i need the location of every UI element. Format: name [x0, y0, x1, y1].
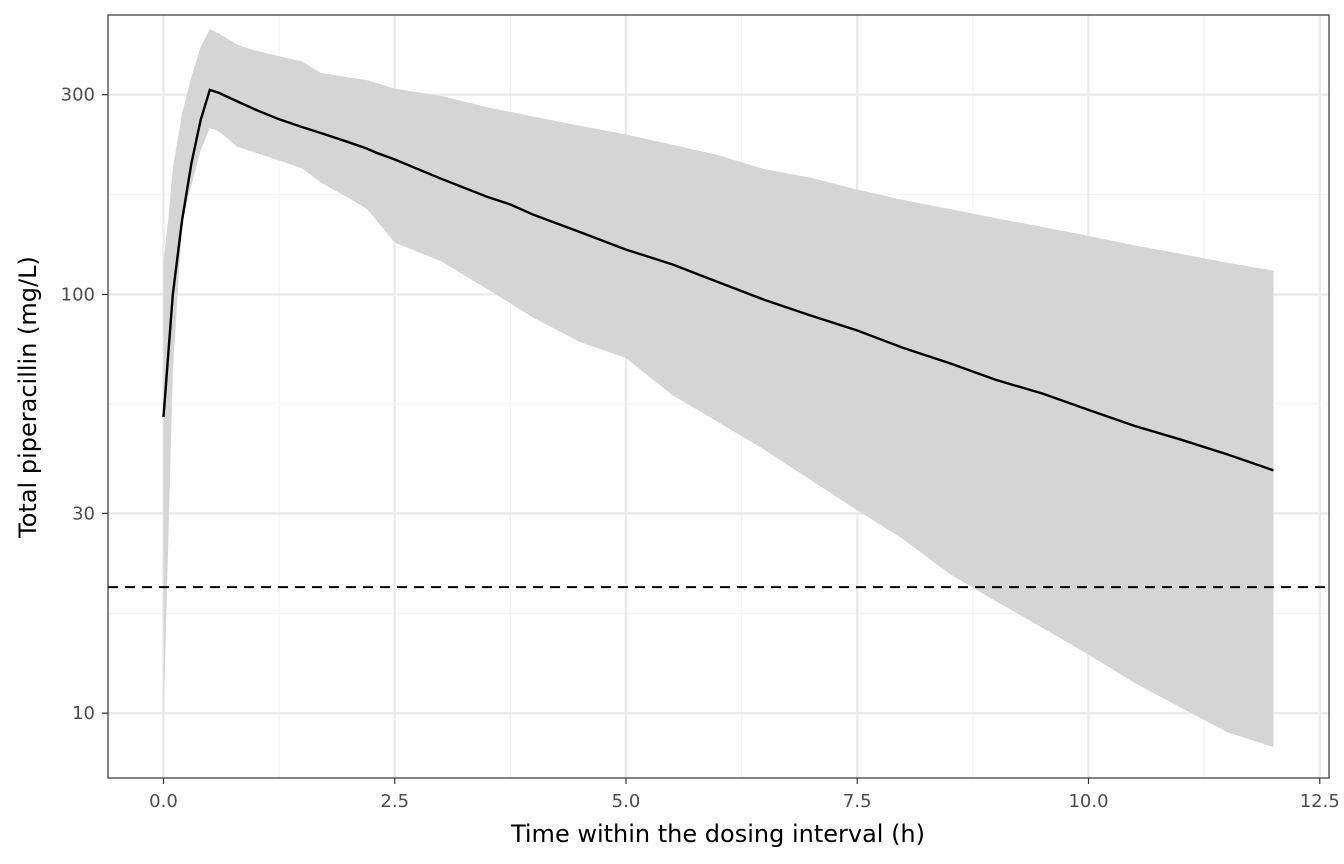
x-tick-label: 5.0 — [612, 791, 641, 812]
y-tick-label: 10 — [72, 703, 95, 724]
x-tick-label: 10.0 — [1068, 791, 1108, 812]
y-tick-label: 100 — [61, 284, 95, 305]
panel-border — [107, 14, 1330, 779]
y-tick-label: 30 — [72, 503, 95, 524]
y-tick-label: 300 — [61, 85, 95, 106]
y-axis: 10 30 100 300 — [61, 85, 108, 724]
x-tick-label: 7.5 — [843, 791, 872, 812]
x-tick-label: 2.5 — [380, 791, 409, 812]
x-axis: 0.0 2.5 5.0 7.5 10.0 12.5 — [149, 778, 1340, 812]
y-axis-title: Total piperacillin (mg/L) — [14, 256, 42, 539]
x-axis-title: Time within the dosing interval (h) — [510, 820, 925, 848]
confidence-band — [163, 29, 1274, 747]
x-tick-label: 12.5 — [1300, 791, 1340, 812]
median-concentration-line — [162, 88, 1274, 472]
x-tick-label: 0.0 — [149, 791, 178, 812]
